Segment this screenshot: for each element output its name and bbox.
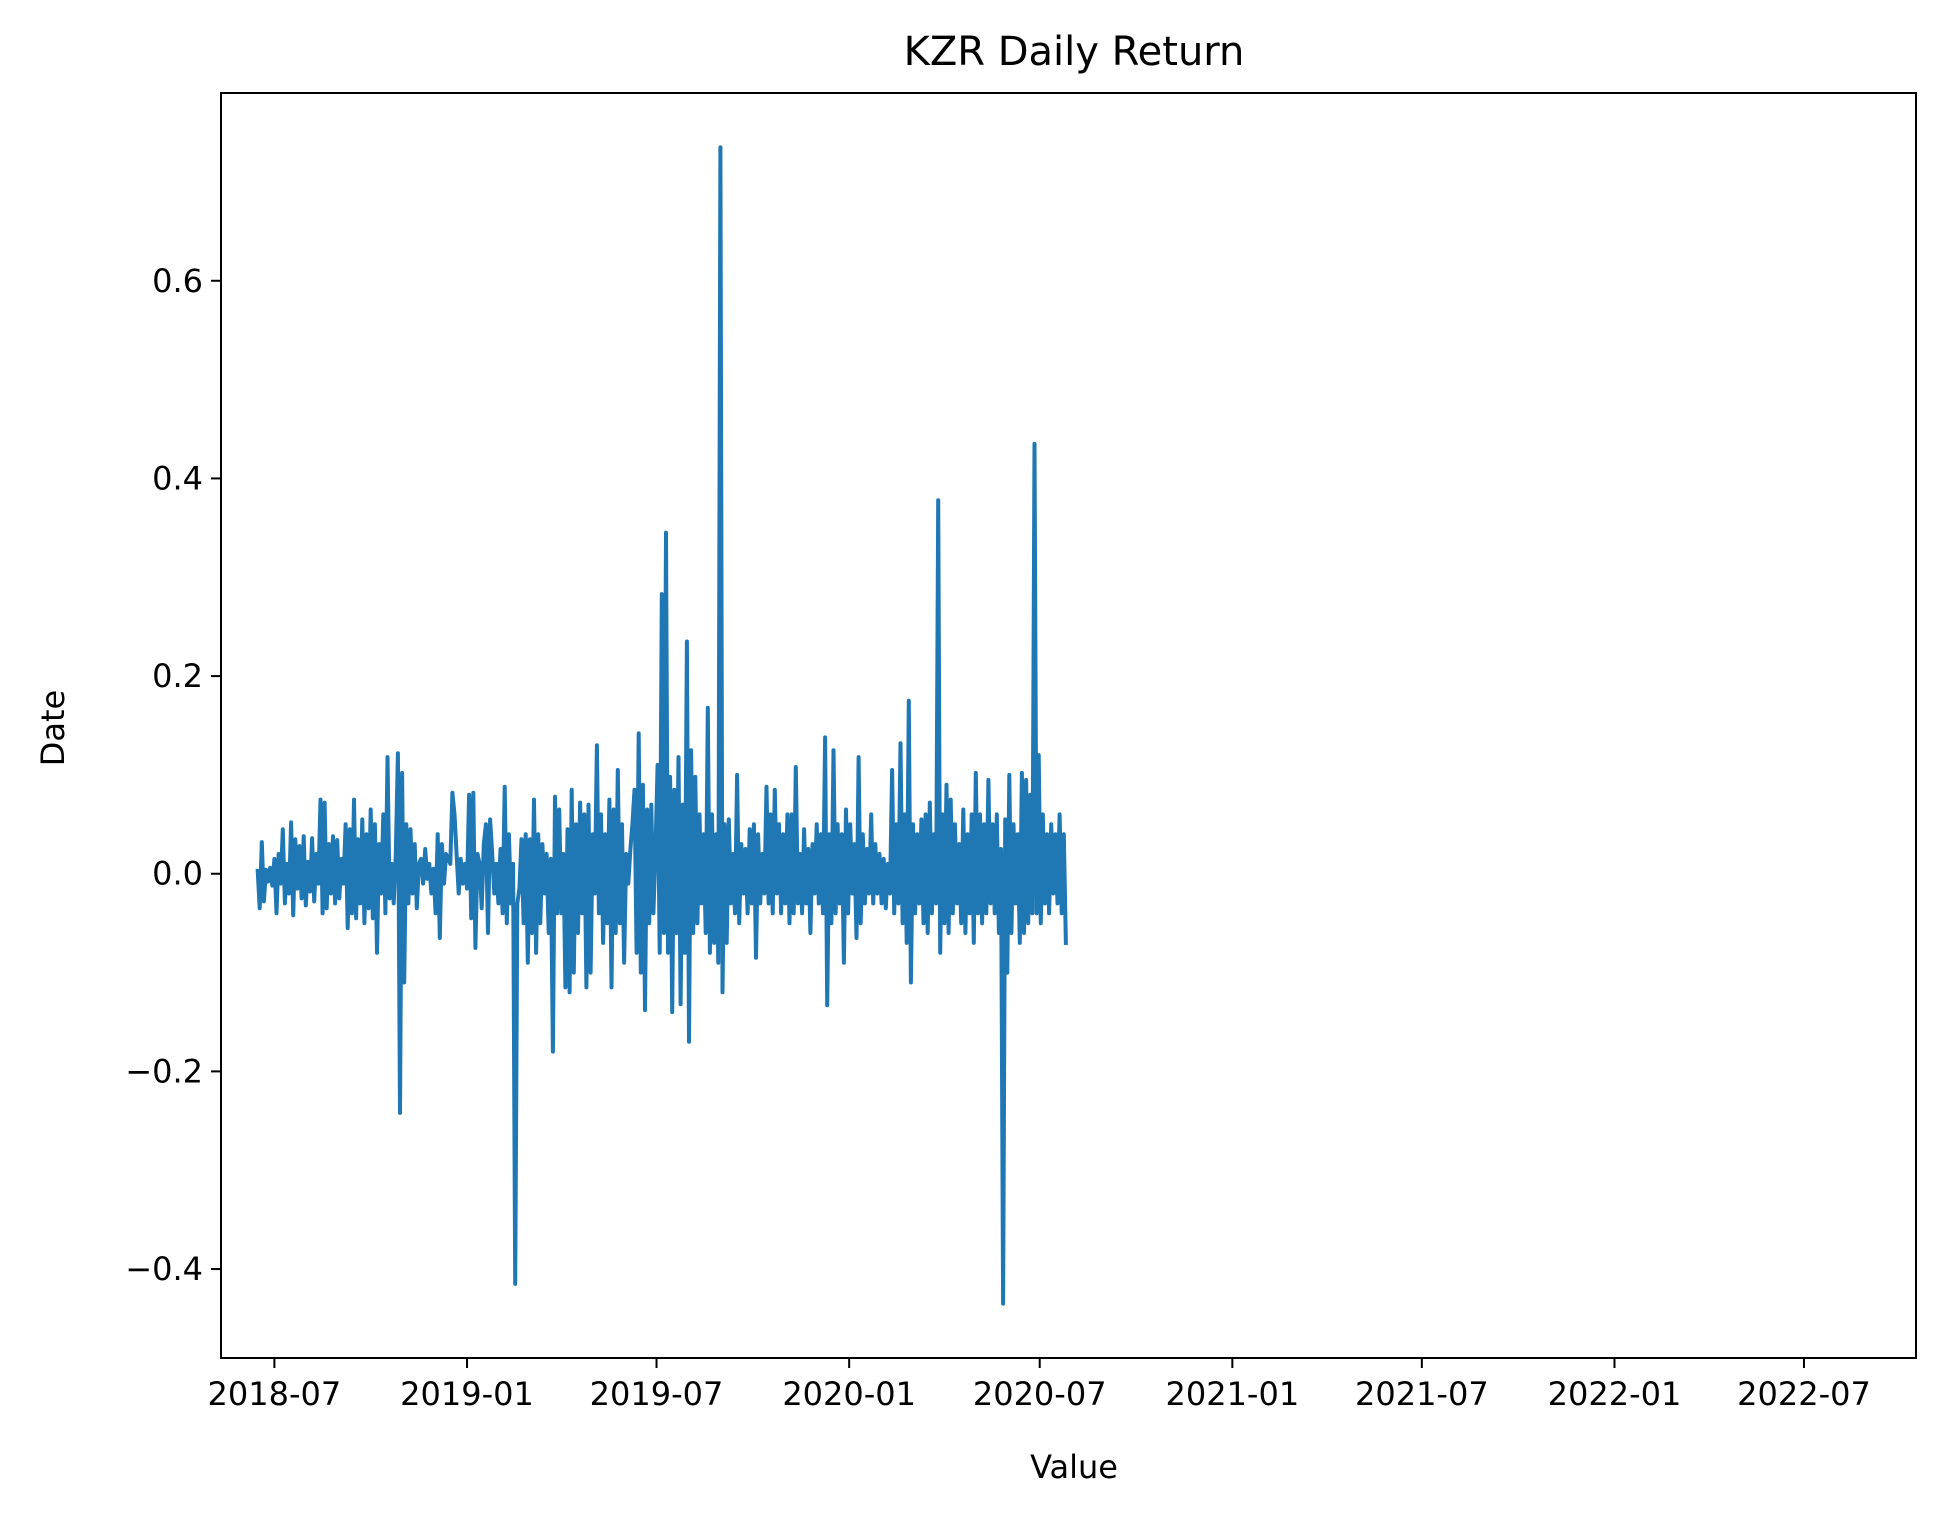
series-line — [255, 145, 1068, 1306]
y-tick-label: −0.4 — [125, 1250, 203, 1288]
y-tick-label: 0.0 — [152, 855, 203, 893]
y-axis-label: Date — [34, 690, 72, 766]
y-axis: −0.4 −0.2 0.0 0.2 0.4 0.6 — [125, 262, 221, 1288]
x-tick-label: 2021-07 — [1355, 1375, 1489, 1413]
x-tick-label: 2019-01 — [400, 1375, 534, 1413]
x-axis-label: Value — [1030, 1448, 1118, 1486]
x-axis: 2018-07 2019-01 2019-07 2020-01 2020-07 2021-… — [208, 1358, 1871, 1413]
plot-area — [220, 92, 1917, 1359]
x-tick-label: 2022-07 — [1737, 1375, 1871, 1413]
x-tick-label: 2022-01 — [1548, 1375, 1682, 1413]
x-tick-label: 2019-07 — [590, 1375, 724, 1413]
x-tick-label: 2018-07 — [208, 1375, 342, 1413]
y-tick-label: 0.4 — [152, 459, 203, 497]
y-tick-label: 0.6 — [152, 262, 203, 300]
plot-frame — [220, 92, 1917, 1359]
chart-title: KZR Daily Return — [904, 29, 1245, 75]
x-tick-label: 2020-07 — [973, 1375, 1107, 1413]
y-tick-label: 0.2 — [152, 657, 203, 695]
x-tick-label: 2020-01 — [782, 1375, 916, 1413]
x-tick-label: 2021-01 — [1165, 1375, 1299, 1413]
y-tick-label: −0.2 — [125, 1052, 203, 1090]
